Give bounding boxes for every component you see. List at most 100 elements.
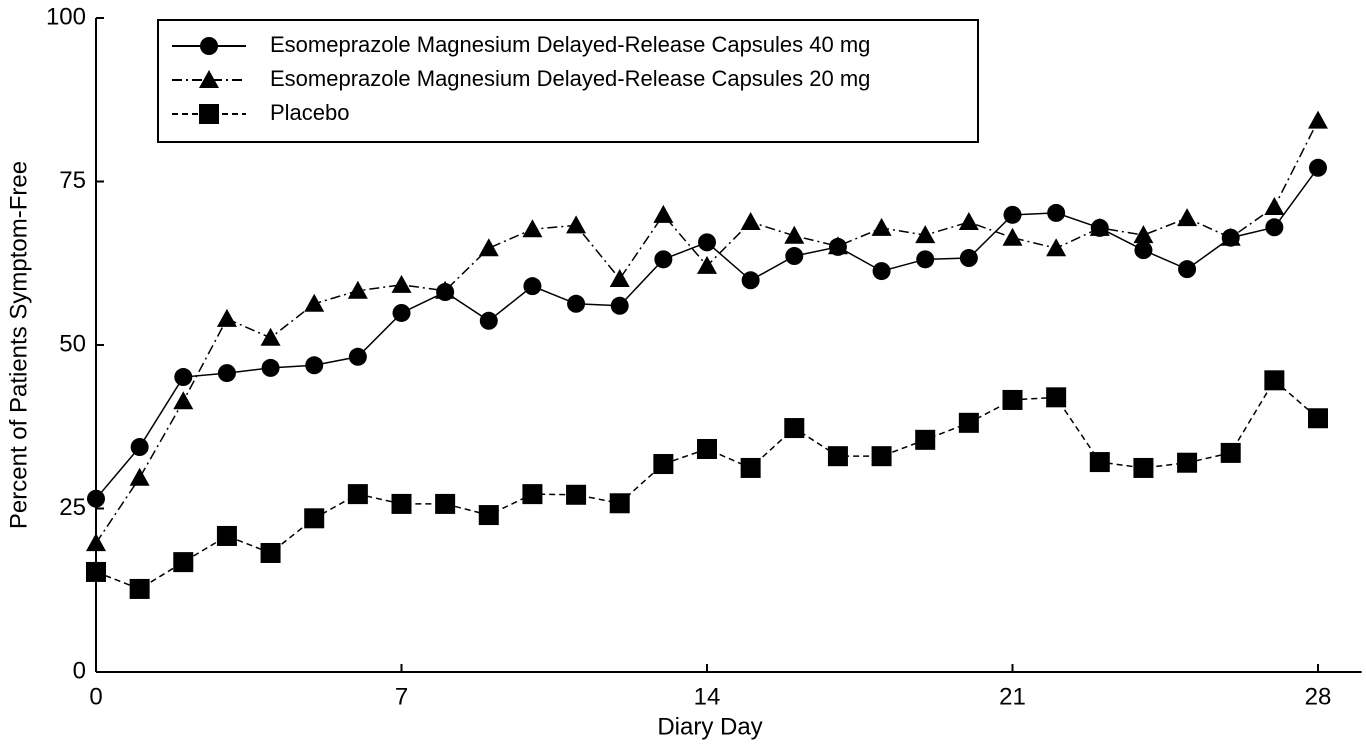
y-axis-label: Percent of Patients Symptom-Free xyxy=(5,161,32,529)
marker-square xyxy=(216,525,237,546)
marker-circle xyxy=(479,311,498,330)
marker-circle xyxy=(392,303,411,322)
marker-square xyxy=(260,542,281,563)
marker-circle xyxy=(785,247,804,266)
x-tick-label: 7 xyxy=(395,683,408,710)
marker-square xyxy=(1046,387,1067,408)
y-tick-label: 0 xyxy=(73,657,86,684)
marker-circle xyxy=(610,296,629,315)
marker-triangle xyxy=(1089,217,1110,236)
marker-triangle xyxy=(566,215,587,234)
marker-circle xyxy=(1003,205,1022,224)
marker-circle xyxy=(872,262,891,281)
legend-box xyxy=(157,19,979,143)
marker-square xyxy=(1177,452,1198,473)
marker-triangle xyxy=(260,327,281,346)
x-axis-label: Diary Day xyxy=(657,713,762,740)
y-tick-label: 75 xyxy=(59,167,86,194)
y-tick-label: 100 xyxy=(46,3,86,30)
marker-triangle xyxy=(522,219,543,238)
marker-square xyxy=(915,429,936,450)
x-tick-label: 28 xyxy=(1305,683,1332,710)
marker-circle xyxy=(1265,218,1284,237)
x-tick-label: 21 xyxy=(999,683,1026,710)
marker-triangle xyxy=(347,280,368,299)
marker-circle xyxy=(348,347,367,366)
marker-circle xyxy=(523,277,542,296)
marker-square xyxy=(1133,457,1154,478)
marker-circle xyxy=(1309,158,1327,177)
marker-square xyxy=(1308,408,1328,429)
marker-square xyxy=(784,418,805,439)
marker-triangle xyxy=(173,391,194,410)
marker-triangle xyxy=(1177,208,1198,227)
marker-triangle xyxy=(609,268,630,287)
marker-square xyxy=(566,484,587,505)
marker-triangle xyxy=(216,308,237,327)
marker-circle xyxy=(174,368,193,387)
marker-triangle xyxy=(1002,227,1023,246)
marker-circle xyxy=(916,250,935,269)
marker-square xyxy=(173,552,194,573)
marker-triangle xyxy=(1308,110,1328,129)
marker-square xyxy=(522,484,543,505)
marker-square xyxy=(827,446,848,467)
marker-square xyxy=(653,454,674,475)
marker-triangle xyxy=(740,212,761,231)
legend-label: Placebo xyxy=(270,100,350,125)
marker-square xyxy=(697,438,717,459)
marker-circle xyxy=(87,489,105,508)
marker-triangle xyxy=(915,225,936,244)
marker-circle xyxy=(130,438,149,457)
marker-square xyxy=(391,493,412,514)
marker-square xyxy=(1089,452,1110,473)
marker-square xyxy=(435,493,456,514)
marker-triangle xyxy=(304,293,325,312)
marker-circle xyxy=(200,37,218,55)
marker-triangle xyxy=(1220,227,1241,246)
marker-square xyxy=(609,493,630,514)
marker-square xyxy=(740,457,761,478)
marker-circle xyxy=(741,271,760,290)
marker-triangle xyxy=(199,70,219,88)
marker-square xyxy=(86,561,106,582)
x-tick-label: 0 xyxy=(89,683,102,710)
marker-triangle xyxy=(129,467,150,486)
marker-triangle xyxy=(435,280,456,299)
legend-label: Esomeprazole Magnesium Delayed-Release C… xyxy=(270,32,870,57)
marker-triangle xyxy=(958,212,979,231)
marker-square xyxy=(871,446,892,467)
marker-circle xyxy=(1178,260,1197,279)
marker-triangle xyxy=(827,236,848,255)
marker-triangle xyxy=(391,274,412,293)
marker-square xyxy=(199,104,219,124)
marker-triangle xyxy=(1046,238,1067,257)
marker-triangle xyxy=(1264,197,1285,216)
marker-triangle xyxy=(478,238,499,257)
marker-circle xyxy=(1047,203,1066,222)
marker-square xyxy=(1220,442,1241,463)
marker-square xyxy=(304,508,325,529)
series-line xyxy=(95,379,1319,590)
marker-triangle xyxy=(653,204,674,223)
marker-circle xyxy=(261,358,280,377)
marker-square xyxy=(478,505,499,526)
marker-circle xyxy=(305,356,324,375)
legend-label: Esomeprazole Magnesium Delayed-Release C… xyxy=(270,66,870,91)
marker-circle xyxy=(654,250,673,269)
marker-square xyxy=(129,578,150,599)
marker-circle xyxy=(567,294,586,313)
marker-triangle xyxy=(1133,225,1154,244)
marker-circle xyxy=(698,233,716,252)
y-tick-label: 50 xyxy=(59,330,86,357)
marker-circle xyxy=(959,249,978,268)
marker-triangle xyxy=(86,533,106,552)
marker-square xyxy=(958,412,979,433)
marker-square xyxy=(347,484,368,505)
marker-triangle xyxy=(871,217,892,236)
marker-triangle xyxy=(784,225,805,244)
marker-square xyxy=(1264,370,1285,391)
x-tick-label: 14 xyxy=(694,683,721,710)
